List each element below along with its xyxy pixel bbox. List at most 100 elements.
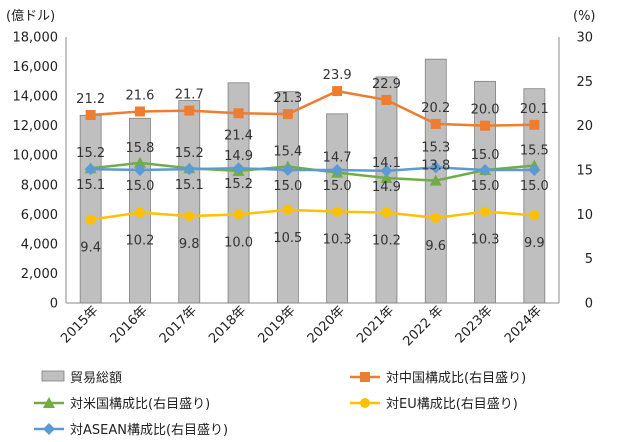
right-tick-label: 25: [576, 75, 593, 90]
label-eu: 10.3: [323, 233, 352, 248]
left-tick-label: 10,000: [13, 149, 59, 164]
bar-trade-total: [227, 82, 250, 304]
bar-trade-total: [79, 114, 102, 304]
label-eu: 10.5: [273, 231, 302, 246]
label-us: 14.7: [323, 151, 352, 166]
x-tick-label: 2020年: [305, 303, 348, 346]
x-tick-label: 2015年: [58, 303, 101, 346]
label-us: 15.5: [520, 144, 549, 159]
left-tick-label: 14,000: [13, 90, 59, 105]
label-us: 15.2: [76, 146, 105, 161]
right-tick-label: 0: [585, 297, 593, 312]
marker-eu: [233, 209, 244, 220]
marker-china: [282, 109, 293, 120]
x-tick-label: 2022 年: [400, 303, 446, 349]
left-tick-label: 6,000: [21, 208, 58, 223]
label-eu: 10.0: [224, 235, 253, 250]
label-asean: 15.0: [323, 179, 352, 194]
marker-asean: [528, 164, 541, 176]
x-tick-label: 2019年: [255, 303, 298, 346]
right-axis-unit: (%): [573, 9, 596, 24]
label-us: 15.4: [273, 144, 302, 159]
right-tick-label: 30: [576, 31, 593, 46]
marker-eu: [85, 214, 96, 225]
label-eu: 10.2: [125, 234, 154, 249]
marker-asean: [84, 163, 97, 176]
legend-marker-china: [360, 372, 370, 382]
x-tick-label: 2018年: [206, 303, 249, 346]
marker-eu: [134, 207, 145, 218]
label-eu: 10.2: [372, 234, 401, 249]
marker-eu: [282, 204, 293, 215]
marker-eu: [430, 212, 441, 223]
label-asean: 15.3: [421, 140, 450, 155]
label-us: 14.9: [224, 149, 253, 164]
marker-eu: [381, 207, 392, 218]
line-asean: [90, 166, 535, 173]
right-tick-label: 20: [576, 119, 593, 134]
label-asean: 15.0: [520, 179, 549, 194]
label-us: 15.0: [471, 148, 500, 163]
marker-china: [480, 120, 491, 131]
marker-china: [233, 108, 244, 119]
legend-marker-asean: [43, 423, 55, 435]
label-china: 23.9: [323, 68, 352, 83]
marker-us: [133, 156, 146, 168]
marker-china: [332, 86, 343, 97]
marker-asean: [479, 164, 492, 176]
marker-asean: [331, 164, 344, 176]
label-us: 13.8: [421, 159, 450, 174]
line-eu: [90, 208, 535, 221]
marker-us: [380, 171, 393, 183]
left-tick-label: 16,000: [13, 60, 59, 75]
label-eu: 9.8: [179, 237, 200, 252]
line-china: [90, 89, 535, 127]
right-tick-label: 10: [576, 208, 593, 223]
marker-asean: [281, 164, 294, 176]
label-china: 20.0: [471, 103, 500, 118]
left-tick-label: 4,000: [21, 237, 58, 252]
x-tick-label: 2021年: [354, 303, 397, 346]
marker-china: [381, 94, 392, 105]
label-us: 15.2: [175, 146, 204, 161]
marker-asean: [183, 163, 196, 176]
label-asean: 15.2: [224, 177, 253, 192]
marker-eu: [184, 211, 195, 222]
label-china: 21.4: [224, 128, 253, 143]
label-eu: 10.3: [471, 233, 500, 248]
marker-asean: [429, 161, 442, 174]
label-asean: 15.0: [273, 179, 302, 194]
marker-asean: [133, 164, 146, 176]
bar-trade-total: [178, 100, 201, 304]
legend-marker-eu: [360, 398, 370, 408]
x-tick-label: 2024年: [502, 303, 545, 346]
left-tick-label: 2,000: [21, 267, 58, 282]
left-tick-label: 0: [50, 297, 58, 312]
label-eu: 9.6: [425, 239, 446, 254]
left-tick-label: 8,000: [21, 178, 58, 193]
legend-label-asean: 対ASEAN構成比(右目盛り): [70, 423, 228, 438]
marker-eu: [480, 206, 491, 217]
label-china: 21.2: [76, 92, 105, 107]
label-china: 21.6: [125, 88, 154, 103]
label-asean: 14.9: [372, 180, 401, 195]
legend-label-china: 対中国構成比(右目盛り): [386, 371, 526, 386]
label-china: 20.1: [520, 102, 549, 117]
label-asean: 15.1: [175, 178, 204, 193]
label-china: 20.2: [421, 101, 450, 116]
left-tick-label: 18,000: [13, 31, 59, 46]
label-china: 21.7: [175, 88, 204, 103]
legend-label-us: 対米国構成比(右目盛り): [70, 397, 210, 412]
bar-trade-total: [474, 80, 496, 304]
marker-eu: [332, 206, 343, 217]
legend-label-trade-total: 貿易総額: [70, 371, 122, 386]
label-us: 14.1: [372, 156, 401, 171]
label-asean: 15.0: [471, 179, 500, 194]
x-tick-label: 2016年: [108, 303, 151, 346]
label-asean: 15.0: [125, 179, 154, 194]
left-axis-unit: (億ドル): [6, 8, 55, 24]
label-us: 15.8: [125, 141, 154, 156]
marker-china: [134, 106, 145, 117]
line-us: [90, 161, 535, 182]
marker-china: [85, 110, 96, 121]
